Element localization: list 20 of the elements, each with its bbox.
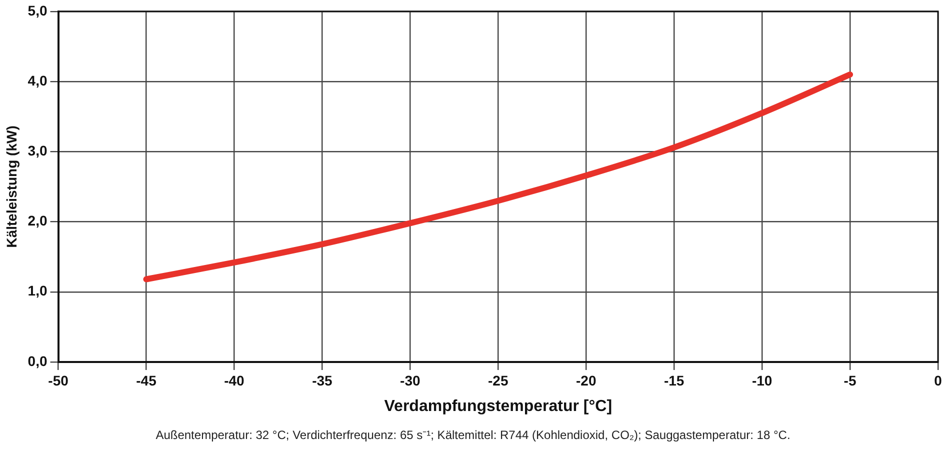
y-tick-label: 1,0: [28, 282, 48, 299]
y-tick-label: 5,0: [28, 2, 48, 18]
y-axis-title: Kälteleistung (kW): [3, 126, 20, 248]
x-tick-label: -5: [844, 372, 856, 388]
x-tick-label: -10: [752, 372, 772, 388]
y-tick-label: 3,0: [28, 142, 48, 158]
x-tick-label: -45: [136, 372, 157, 388]
x-tick-label: 0: [934, 372, 942, 388]
y-tick-label: 2,0: [28, 212, 48, 229]
x-tick-label: -35: [312, 372, 333, 388]
x-tick-label: -15: [664, 372, 684, 388]
y-tick-label: 0,0: [28, 352, 48, 369]
x-tick-label: -20: [576, 372, 596, 388]
x-tick-label: -25: [488, 372, 508, 388]
y-tick-label: 4,0: [28, 72, 48, 88]
x-axis-title: Verdampfungstemperatur [°C]: [384, 398, 612, 415]
x-tick-label: -40: [224, 372, 245, 388]
x-tick-label: -50: [48, 372, 69, 388]
x-tick-label: -30: [400, 372, 420, 388]
text: Außentemperatur: 32 °C; Verdichterfrequenz: 65 s⁻¹; Kältemittel: R744 (Kohlendioxid, CO₂); Sauggastemperatur: 18 °C.: [154, 427, 792, 443]
